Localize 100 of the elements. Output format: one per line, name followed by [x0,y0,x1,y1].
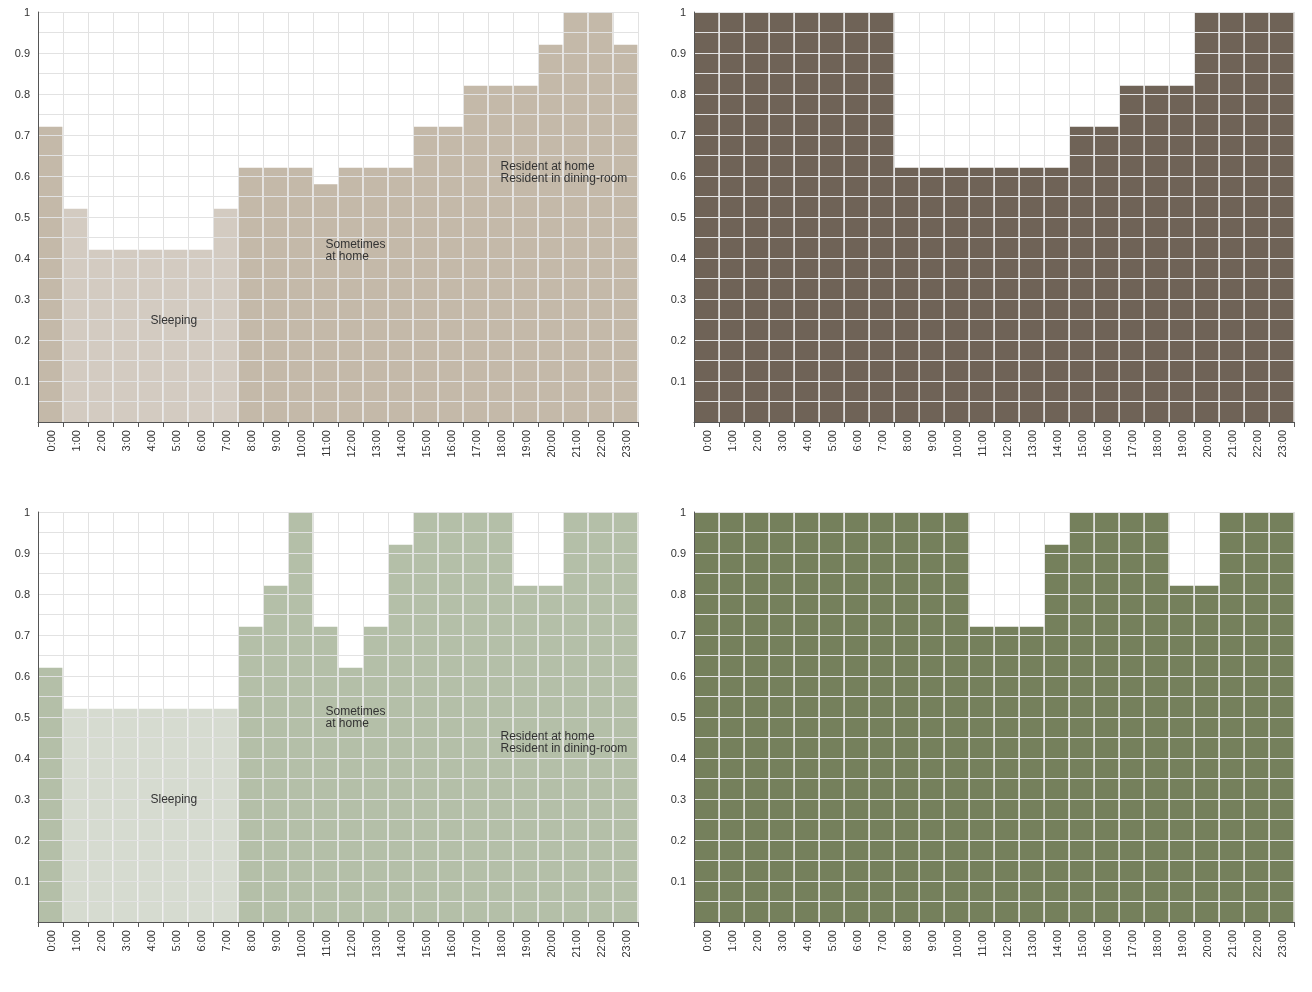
x-tick-label: 11:00 [975,930,988,957]
bar [819,12,844,422]
x-tick-label: 7:00 [219,430,232,452]
bar [1044,167,1069,422]
x-tick-label: 11:00 [319,430,332,457]
bar [969,626,994,922]
y-tick-label: 0.7 [14,129,30,141]
bar [1069,512,1094,922]
bar [213,208,238,422]
bar [1119,85,1144,422]
bar [63,208,88,422]
x-tick-label: 5:00 [825,430,838,452]
bar [1194,12,1219,422]
y-tick-label: 1 [679,6,686,18]
y-tick-label: 0.2 [670,334,686,346]
x-tick-label: 1:00 [69,430,82,452]
x-tick-label: 9:00 [269,430,282,452]
bar [263,167,288,422]
y-tick-label: 0.8 [14,88,30,100]
annotation: Resident at home Resident in dining-room [500,728,628,755]
x-tick-label: 18:00 [494,930,507,958]
x-tick-label: 3:00 [119,430,132,452]
y-tick-label: 0.5 [670,211,686,223]
bar [819,512,844,922]
bar [969,167,994,422]
y-tick-label: 0.5 [14,211,30,223]
x-tick-label: 2:00 [750,430,763,452]
x-tick-label: 18:00 [1150,430,1163,458]
x-tick-label: 2:00 [94,930,107,952]
bar [869,512,894,922]
x-tick-label: 3:00 [775,930,788,952]
x-tick-label: 18:00 [1150,930,1163,958]
x-tick-label: 23:00 [1275,430,1288,458]
x-tick-label: 5:00 [169,430,182,452]
bar [438,512,463,922]
y-tick-label: 0.3 [670,293,686,305]
bar [1169,85,1194,422]
bar [1094,126,1119,422]
x-tick-label: 15:00 [419,430,432,458]
annotation: Sometimes at home [325,236,386,263]
y-tick-label: 0.1 [670,375,686,387]
x-tick-label: 21:00 [569,430,582,458]
x-tick-label: 20:00 [1200,430,1213,458]
x-tick-label: 12:00 [344,430,357,458]
bar [1219,512,1244,922]
x-tick-label: 14:00 [1050,930,1063,958]
bar [744,512,769,922]
bar [38,126,63,422]
y-tick-label: 0.7 [670,129,686,141]
bar [1094,512,1119,922]
bar [769,12,794,422]
annotation: Sleeping [150,312,198,327]
bar [213,708,238,922]
bar [1169,585,1194,922]
x-tick-label: 19:00 [1175,930,1188,958]
x-tick-label: 6:00 [850,430,863,452]
bar [263,585,288,922]
bar [919,167,944,422]
x-tick-label: 20:00 [544,930,557,958]
bar [388,167,413,422]
x-tick-label: 13:00 [369,930,382,958]
x-tick-label: 16:00 [444,930,457,958]
x-tick-label: 6:00 [194,430,207,452]
x-tick-label: 3:00 [775,430,788,452]
x-tick-label: 14:00 [1050,430,1063,458]
y-tick-label: 0.6 [670,170,686,182]
x-tick-label: 22:00 [1250,930,1263,958]
x-tick-label: 6:00 [194,930,207,952]
x-tick-label: 8:00 [244,430,257,452]
x-tick-label: 4:00 [144,430,157,452]
bar [388,544,413,922]
bar [1219,12,1244,422]
x-tick-label: 1:00 [725,430,738,452]
x-tick-label: 2:00 [750,930,763,952]
y-tick-label: 0.4 [670,252,686,264]
x-tick-label: 22:00 [594,930,607,958]
x-tick-label: 14:00 [394,430,407,458]
y-tick-label: 0.4 [670,752,686,764]
x-tick-label: 6:00 [850,930,863,952]
y-tick-label: 0.9 [14,47,30,59]
x-tick-label: 12:00 [1000,930,1013,958]
x-tick-label: 23:00 [619,430,632,458]
x-tick-label: 17:00 [469,930,482,958]
x-tick-label: 17:00 [469,430,482,458]
y-tick-label: 1 [679,506,686,518]
x-tick-label: 22:00 [594,430,607,458]
y-tick-label: 0.7 [14,629,30,641]
bar [288,512,313,922]
x-tick-label: 11:00 [975,430,988,457]
x-tick-label: 8:00 [900,430,913,452]
bar [1244,512,1269,922]
x-tick-label: 7:00 [219,930,232,952]
annotation: Sometimes at home [325,704,386,730]
annotation: Resident at home Resident in dining-room [500,158,628,185]
bar [1244,12,1269,422]
bar [769,512,794,922]
x-tick-label: 10:00 [950,430,963,458]
x-tick-label: 2:00 [94,430,107,452]
x-tick-label: 13:00 [1025,930,1038,958]
x-tick-label: 0:00 [700,930,713,952]
